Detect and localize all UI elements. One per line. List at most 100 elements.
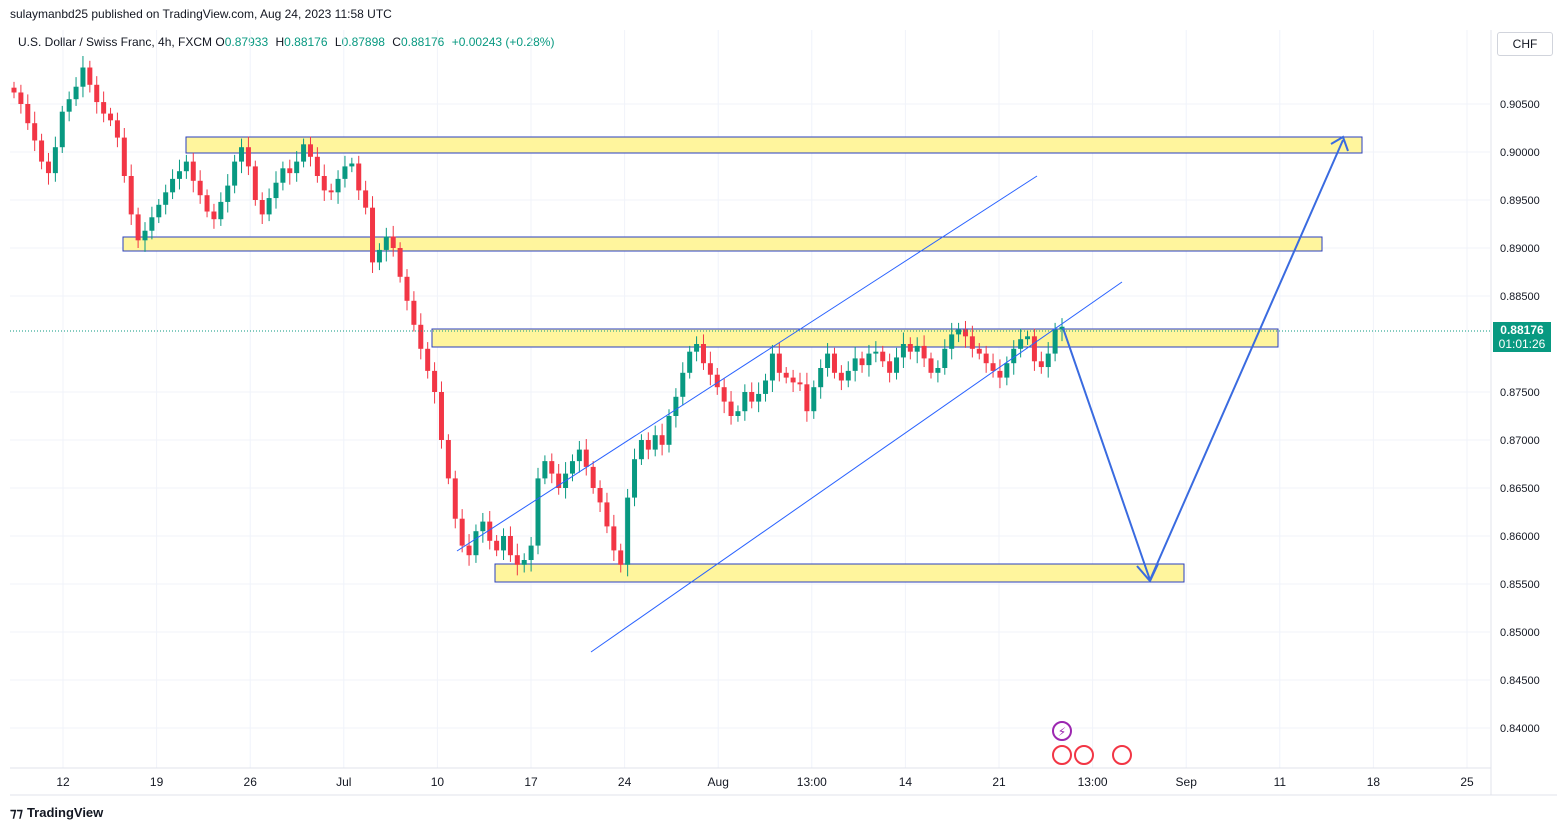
candle-body	[218, 201, 224, 220]
candle-body	[694, 344, 700, 352]
y-tick-label: 0.90000	[1500, 147, 1540, 159]
candle-body	[383, 236, 389, 250]
candle-body	[1011, 348, 1017, 364]
candle-body	[1045, 353, 1051, 368]
candle-body	[39, 140, 45, 162]
x-tick-label: 26	[244, 775, 258, 789]
candle-body	[769, 353, 775, 381]
x-tick-label: 11	[1274, 775, 1287, 789]
candle-body	[52, 147, 58, 174]
candle-body	[170, 178, 176, 193]
candles	[11, 56, 1065, 577]
candle-body	[1018, 339, 1024, 349]
candle-body	[411, 300, 417, 325]
candle-body	[749, 392, 755, 402]
candle-body	[618, 550, 624, 565]
candle-body	[183, 161, 189, 172]
x-tick-label: 13:00	[1078, 775, 1108, 789]
candle-body	[1025, 336, 1031, 340]
candle-body	[307, 144, 313, 157]
zone-088	[431, 328, 1279, 348]
candle-body	[956, 329, 962, 335]
arrow-head-top	[1330, 135, 1349, 152]
candle-body	[528, 545, 534, 560]
change-value: +0.00243 (+0.28%)	[451, 35, 555, 49]
high-label: H	[275, 35, 285, 49]
top-bar: sulaymanbd25 published on TradingView.co…	[0, 0, 1567, 30]
candle-body	[149, 217, 155, 231]
candle-body	[252, 166, 258, 200]
candle-body	[811, 387, 817, 412]
candle-body	[11, 87, 17, 93]
candle-body	[756, 393, 762, 402]
candle-body	[949, 334, 955, 349]
candle-body	[825, 353, 831, 368]
candle-body	[687, 351, 693, 373]
candle-body	[831, 353, 837, 373]
candle-body	[804, 384, 810, 412]
last-price-badge	[1493, 322, 1551, 352]
x-tick-label: 12	[56, 775, 70, 789]
candle-body	[838, 372, 844, 381]
candle-body	[376, 249, 382, 263]
x-tick-label: 18	[1367, 775, 1381, 789]
candle-body	[818, 368, 824, 388]
candle-body	[397, 248, 403, 277]
candle-body	[259, 200, 265, 215]
candle-body	[494, 540, 500, 551]
candle-body	[363, 190, 369, 208]
open-value: 0.87933	[224, 35, 269, 49]
candle-body	[728, 401, 734, 416]
candle-body	[232, 161, 238, 186]
x-tick-label: 10	[431, 775, 445, 789]
candle-body	[197, 180, 203, 196]
close-label: C	[392, 35, 401, 49]
candle-body	[576, 449, 582, 462]
candle-body	[73, 86, 79, 100]
close-value: 0.88176	[400, 35, 445, 49]
y-tick-label: 0.84000	[1500, 723, 1540, 735]
y-tick-label: 0.86500	[1500, 483, 1540, 495]
candle-body	[328, 190, 334, 193]
channel-upper	[456, 175, 1038, 552]
event-flash-icon	[1052, 721, 1072, 741]
x-tick-label: 19	[150, 775, 164, 789]
candle-body	[873, 351, 879, 354]
candle-body	[783, 372, 789, 378]
y-tick-label: 0.87500	[1500, 387, 1540, 399]
candle-body	[880, 351, 886, 362]
candle-body	[969, 336, 975, 349]
x-tick-label: 13:00	[797, 775, 827, 789]
x-tick-label: 25	[1460, 775, 1474, 789]
currency-selector[interactable]: CHF	[1497, 32, 1553, 56]
arrow-head-bottom	[1136, 563, 1159, 583]
candle-body	[280, 168, 286, 183]
candle-body	[742, 392, 748, 412]
x-tick-label: Sep	[1176, 775, 1198, 789]
candle-body	[204, 195, 210, 212]
zones	[122, 136, 1363, 583]
candle-body	[459, 518, 465, 546]
candle-body	[32, 123, 38, 141]
candle-body	[983, 353, 989, 364]
candle-body	[18, 92, 24, 104]
candle-body	[370, 207, 376, 263]
candle-body	[501, 536, 507, 551]
candle-body	[659, 435, 665, 445]
candle-body	[921, 345, 927, 359]
candle-body	[942, 348, 948, 368]
y-tick-label: 0.88500	[1500, 291, 1540, 303]
candle-body	[349, 163, 355, 167]
candle-body	[190, 161, 196, 181]
last-price-value: 0.88176	[1500, 323, 1544, 337]
y-tick-label: 0.86000	[1500, 531, 1540, 543]
y-axis: 0.90500 0.90000 0.89500 0.89000 0.88500 0.875…	[1500, 99, 1540, 735]
y-tick-label: 0.87000	[1500, 435, 1540, 447]
candle-body	[845, 370, 851, 381]
y-tick-label: 0.89500	[1500, 195, 1540, 207]
candle-body	[121, 137, 127, 176]
candle-body	[604, 502, 610, 527]
publisher-line: sulaymanbd25 published on TradingView.co…	[10, 7, 392, 21]
candle-body	[438, 392, 444, 440]
